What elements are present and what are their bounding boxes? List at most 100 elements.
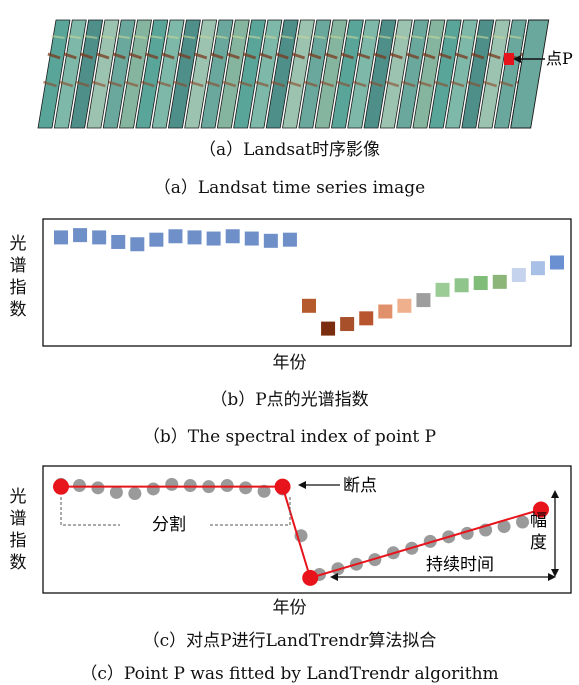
image-texture: [271, 80, 286, 88]
caption-c-cn: （c）对点P进行LandTrendr算法拟合: [142, 631, 437, 651]
image-texture: [450, 80, 465, 88]
image-texture: [312, 35, 326, 39]
image-texture: [194, 52, 208, 60]
panel-b-frame: [42, 218, 572, 347]
image-texture: [206, 80, 220, 88]
image-texture: [246, 35, 261, 39]
image-texture: [458, 35, 473, 39]
image-texture: [336, 80, 351, 88]
image-frame: [37, 19, 71, 129]
data-point: [91, 481, 105, 495]
fit-line: [61, 485, 542, 580]
image-texture: [279, 35, 293, 39]
data-point: [276, 482, 290, 496]
panel-c-ylabel: 光谱指数: [9, 487, 27, 573]
image-texture: [520, 52, 534, 60]
magnitude-label-2: 度: [530, 533, 547, 553]
image-texture: [507, 35, 522, 39]
data-point: [479, 523, 493, 537]
data-point: [54, 230, 68, 245]
image-texture: [157, 80, 171, 88]
data-point: [72, 479, 86, 493]
image-texture: [51, 35, 65, 39]
image-texture: [499, 80, 514, 88]
data-point: [168, 229, 183, 244]
data-point: [435, 282, 450, 297]
data-point: [454, 278, 469, 293]
image-texture: [406, 52, 420, 60]
point-p-label: 点P: [546, 49, 573, 68]
image-frame: [151, 19, 185, 129]
image-texture: [63, 52, 77, 60]
image-frame: [184, 19, 218, 129]
segment-label: 分割: [152, 515, 186, 535]
data-point: [530, 261, 545, 276]
data-point: [359, 311, 374, 326]
panel-b-ylabel: 光谱指数: [9, 234, 27, 320]
image-texture: [263, 35, 277, 39]
point-p-arrowhead: [513, 55, 521, 63]
image-texture: [80, 52, 94, 60]
fit-vertex: [274, 478, 291, 495]
data-point: [202, 480, 216, 494]
image-texture: [173, 80, 188, 88]
data-point: [349, 557, 363, 571]
data-point: [146, 482, 160, 496]
image-texture: [442, 35, 456, 39]
data-point: [492, 274, 507, 289]
data-point: [416, 293, 431, 308]
image-texture: [177, 52, 191, 60]
image-texture: [259, 52, 273, 60]
image-frame: [167, 19, 201, 129]
image-texture: [483, 80, 497, 88]
image-texture: [67, 35, 82, 39]
duration-label: 持续时间: [426, 555, 494, 575]
image-texture: [165, 35, 179, 39]
image-texture: [393, 35, 408, 39]
data-point: [165, 477, 179, 491]
image-frame: [477, 19, 511, 129]
image-texture: [189, 80, 204, 88]
image-texture: [254, 80, 269, 88]
image-frame: [347, 19, 381, 129]
image-texture: [434, 80, 449, 88]
image-frame: [119, 19, 152, 129]
image-texture: [352, 80, 367, 88]
image-frame: [330, 19, 364, 129]
data-point: [239, 481, 253, 495]
data-point: [368, 553, 382, 567]
image-texture: [291, 52, 306, 60]
image-texture: [377, 35, 391, 39]
image-frame: [135, 19, 169, 129]
image-frame: [282, 19, 315, 129]
data-point: [73, 228, 88, 243]
segment-bracket: [60, 497, 291, 526]
image-texture: [116, 35, 130, 39]
data-point: [294, 529, 308, 543]
image-frame: [200, 19, 234, 129]
image-texture: [100, 35, 114, 39]
data-point: [378, 304, 393, 319]
image-frame-front: [510, 19, 550, 129]
fit-vertex: [302, 569, 319, 586]
image-texture: [75, 80, 90, 88]
point-p-marker: [504, 53, 514, 65]
image-texture: [320, 80, 334, 88]
image-texture: [487, 52, 501, 60]
image-frame: [493, 19, 527, 129]
image-frame: [412, 19, 446, 129]
image-texture: [438, 52, 452, 60]
image-texture: [491, 35, 505, 39]
image-stack: [37, 19, 550, 129]
image-frame: [396, 19, 430, 129]
image-texture: [161, 52, 175, 60]
data-point: [225, 229, 240, 244]
image-texture: [214, 35, 228, 39]
image-texture: [308, 52, 322, 60]
data-point: [220, 479, 234, 493]
magnitude-arrowhead-bottom: [551, 569, 559, 577]
image-texture: [238, 80, 253, 88]
